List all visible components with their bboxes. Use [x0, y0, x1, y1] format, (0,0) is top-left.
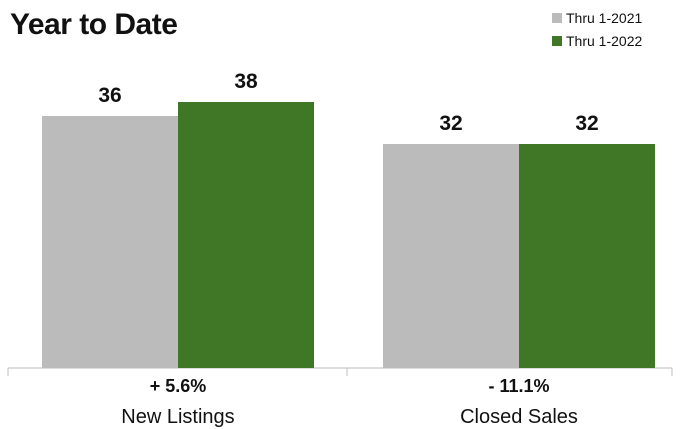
- data-label-1-0: 32: [439, 112, 462, 135]
- category-label-1: Closed Sales: [460, 406, 578, 428]
- chart-title: Year to Date: [10, 8, 178, 41]
- bar-1-0: [383, 144, 519, 368]
- bar-1-1: [519, 144, 655, 368]
- legend: Thru 1-2021 Thru 1-2022: [552, 8, 642, 54]
- change-label-1: - 11.1%: [488, 376, 549, 396]
- category-label-0: New Listings: [121, 406, 234, 428]
- legend-item-2021: Thru 1-2021: [552, 8, 642, 28]
- legend-label-2022: Thru 1-2022: [566, 33, 643, 49]
- change-label-0: + 5.6%: [150, 376, 207, 396]
- data-label-1-1: 32: [575, 112, 598, 135]
- bar-0-0: [42, 116, 178, 368]
- legend-item-2022: Thru 1-2022: [552, 31, 642, 51]
- bar-0-1: [178, 102, 314, 368]
- legend-swatch-2021: [552, 13, 562, 23]
- legend-label-2021: Thru 1-2021: [566, 10, 643, 26]
- legend-swatch-2022: [552, 36, 562, 46]
- data-label-0-0: 36: [98, 84, 121, 107]
- data-label-0-1: 38: [234, 70, 258, 93]
